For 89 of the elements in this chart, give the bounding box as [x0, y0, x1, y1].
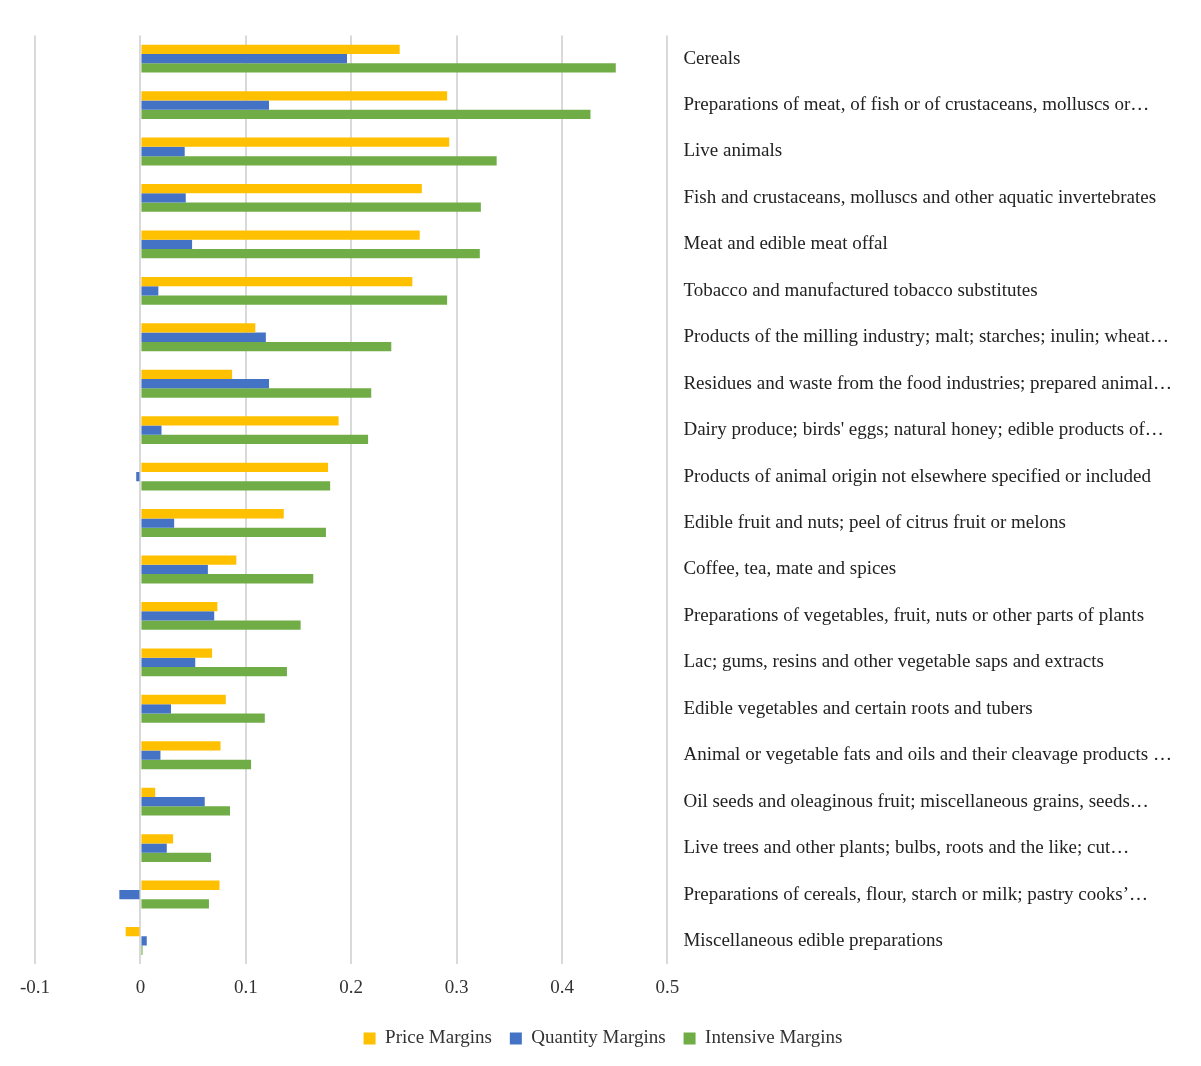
legend-label: Price Margins: [385, 1026, 492, 1048]
y-tick-label: Coffee, tea, mate and spices: [683, 557, 897, 579]
bar: [141, 555, 237, 565]
y-tick-label: Animal or vegetable fats and oils and their cleavage products …: [683, 743, 1172, 765]
bar: [141, 239, 193, 250]
bar: [141, 611, 215, 621]
y-tick-label: Products of the milling industry; malt; starches; inulin; wheat…: [683, 325, 1169, 347]
bar: [141, 193, 186, 203]
bar: [141, 527, 326, 537]
bar: [141, 146, 185, 157]
bar: [141, 843, 167, 853]
bar: [141, 648, 213, 658]
bar: [141, 509, 284, 519]
y-tick-label: Edible fruit and nuts; peel of citrus fruit or melons: [683, 511, 1066, 532]
y-tick-label: Fish and crustaceans, molluscs and other aquatic invertebrates: [683, 185, 1157, 207]
bar: [119, 889, 140, 900]
y-tick-label: Oil seeds and oleaginous fruit; miscellaneous grains, seeds…: [683, 789, 1149, 811]
bar: [141, 341, 392, 352]
y-tick-label: Preparations of vegetables, fruit, nuts or other parts of plants: [683, 603, 1145, 625]
bar: [141, 91, 448, 101]
bar: [141, 834, 174, 844]
bar: [125, 927, 140, 937]
bar: [141, 249, 480, 259]
bar: [141, 137, 450, 147]
y-tick-label: Live trees and other plants; bulbs, roots and the like; cut…: [683, 836, 1130, 858]
bar: [141, 741, 221, 751]
y-tick-label: Residues and waste from the food industries; prepared animal…: [683, 371, 1172, 393]
bar: [141, 295, 448, 305]
y-tick-label: Live animals: [683, 139, 783, 161]
bar: [141, 416, 339, 426]
bar: [141, 574, 314, 584]
legend-label: Intensive Margins: [705, 1026, 843, 1048]
bar: [141, 620, 301, 630]
bar: [141, 332, 266, 342]
bar: [141, 53, 348, 64]
y-tick-label: Dairy produce; birds' eggs; natural honey; edible products of…: [683, 418, 1164, 440]
bar: [141, 899, 209, 909]
bar: [141, 797, 205, 807]
legend-label: Quantity Margins: [531, 1026, 666, 1048]
bar: [141, 601, 218, 612]
bar: [141, 44, 400, 54]
bar: [141, 462, 329, 472]
bar: [141, 518, 175, 528]
x-tick-label: 0.1: [233, 975, 258, 997]
bar: [141, 936, 147, 946]
y-tick-label: Miscellaneous edible preparations: [683, 928, 943, 950]
bar: [141, 63, 616, 73]
bar: [141, 787, 156, 798]
y-tick-label: Products of animal origin not elsewhere specified or included: [683, 464, 1152, 486]
bar: [141, 323, 256, 333]
y-tick-label: Edible vegetables and certain roots and tubers: [683, 696, 1033, 718]
bar: [141, 657, 196, 667]
bar: [141, 100, 270, 110]
bar: [141, 286, 159, 296]
bar: [141, 713, 265, 723]
bar: [141, 202, 481, 212]
y-tick-label: Cereals: [683, 46, 741, 68]
y-tick-label: Preparations of meat, of fish or of crustaceans, molluscs or…: [683, 93, 1150, 115]
bar: [141, 694, 226, 705]
bar: [141, 481, 331, 491]
y-tick-label: Lac; gums, resins and other vegetable saps and extracts: [683, 650, 1104, 672]
y-tick-label: Meat and edible meat offal: [683, 232, 888, 254]
bar: [141, 184, 422, 194]
x-tick-label: -0.1: [20, 975, 51, 997]
bar: [136, 471, 140, 482]
y-tick-label: Tobacco and manufactured tobacco substitutes: [683, 278, 1038, 300]
bar: [141, 276, 413, 287]
bar: [141, 369, 233, 380]
bar: [141, 230, 420, 240]
bar: [141, 852, 212, 863]
bar: [141, 759, 252, 770]
bar: [141, 109, 591, 119]
bar: [141, 379, 270, 389]
x-tick-label: 0.5: [655, 975, 680, 997]
bar: [141, 750, 161, 760]
x-tick-label: 0: [135, 975, 146, 997]
x-tick-label: 0.2: [339, 975, 364, 997]
x-tick-label: 0.3: [444, 975, 469, 997]
bar: [141, 434, 369, 445]
bar: [141, 666, 287, 677]
bar: [141, 704, 171, 714]
bar: [141, 156, 497, 166]
bar: [141, 880, 220, 890]
bar: [141, 388, 372, 398]
bar: [141, 564, 208, 575]
y-tick-label: Preparations of cereals, flour, starch or milk; pastry cooks’…: [683, 882, 1149, 904]
bar: [141, 806, 231, 816]
x-tick-label: 0.4: [550, 975, 575, 997]
bar: [141, 425, 162, 435]
